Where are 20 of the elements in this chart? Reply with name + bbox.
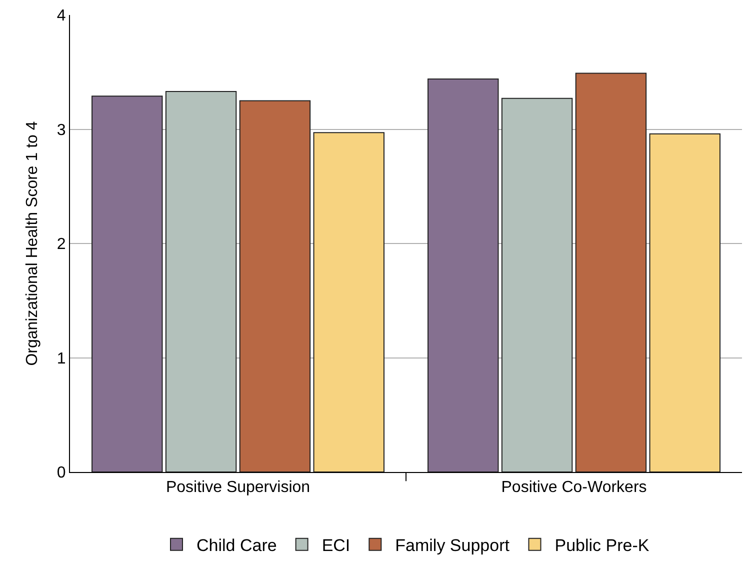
bar xyxy=(92,96,163,472)
y-tick-label: 2 xyxy=(56,236,66,254)
x-tick-label: Positive Supervision xyxy=(166,479,310,496)
legend-label: Public Pre-K xyxy=(554,536,650,556)
bar xyxy=(313,132,384,472)
y-tick-label: 1 xyxy=(56,350,66,368)
y-tick-label: 3 xyxy=(56,122,66,139)
x-tick-label: Positive Co-Workers xyxy=(501,479,647,496)
legend-label: Child Care xyxy=(196,536,277,556)
y-axis-title: Organizational Health Score 1 to 4 xyxy=(24,121,41,366)
y-tick-label: 0 xyxy=(56,464,66,482)
y-tick-label: 4 xyxy=(56,8,66,25)
legend-label: Family Support xyxy=(395,536,510,556)
bar xyxy=(165,91,237,472)
bar xyxy=(428,78,499,472)
legend-label: ECI xyxy=(322,536,350,556)
bar xyxy=(501,98,573,472)
bar xyxy=(239,100,311,472)
bar xyxy=(649,133,720,472)
bar xyxy=(575,72,647,472)
